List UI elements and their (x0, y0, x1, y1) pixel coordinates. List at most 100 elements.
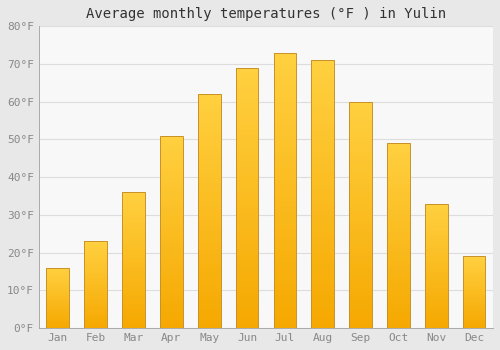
Bar (84, 259, 107, 260)
Bar (349, 301, 372, 306)
Bar (312, 130, 334, 135)
Bar (349, 324, 372, 328)
Bar (274, 141, 296, 146)
Bar (84, 266, 107, 267)
Bar (274, 240, 296, 246)
Bar (160, 274, 182, 278)
Bar (122, 307, 145, 309)
Bar (425, 301, 448, 303)
Bar (387, 269, 410, 273)
Bar (198, 220, 220, 225)
Bar (84, 292, 107, 293)
Bar (312, 205, 334, 210)
Bar (198, 113, 220, 118)
Bar (349, 296, 372, 301)
Bar (236, 292, 258, 297)
Bar (46, 291, 69, 292)
Bar (160, 194, 182, 197)
Bar (463, 327, 485, 328)
Bar (387, 306, 410, 310)
Bar (349, 165, 372, 170)
Bar (84, 321, 107, 323)
Bar (463, 292, 485, 294)
Bar (274, 323, 296, 328)
Bar (236, 318, 258, 323)
Bar (198, 164, 220, 169)
Bar (425, 306, 448, 308)
Bar (236, 260, 258, 266)
Bar (312, 285, 334, 291)
Bar (425, 231, 448, 233)
Bar (312, 98, 334, 103)
Bar (236, 287, 258, 292)
Bar (274, 246, 296, 251)
Bar (122, 320, 145, 323)
Bar (46, 288, 69, 289)
Bar (425, 261, 448, 264)
Bar (198, 178, 220, 183)
Bar (274, 146, 296, 152)
Bar (46, 273, 69, 274)
Bar (312, 178, 334, 183)
Bar (160, 228, 182, 232)
Bar (160, 263, 182, 267)
Bar (349, 265, 372, 269)
Bar (312, 275, 334, 280)
Bar (274, 284, 296, 289)
Bar (236, 208, 258, 214)
Bar (425, 273, 448, 276)
Bar (46, 268, 69, 328)
Bar (84, 255, 107, 257)
Bar (198, 127, 220, 132)
Bar (312, 60, 334, 328)
Bar (349, 269, 372, 274)
Bar (198, 258, 220, 263)
Bar (349, 161, 372, 165)
Bar (160, 282, 182, 286)
Bar (463, 261, 485, 262)
Bar (122, 214, 145, 217)
Bar (46, 300, 69, 302)
Bar (236, 120, 258, 125)
Bar (349, 152, 372, 156)
Bar (46, 302, 69, 303)
Bar (387, 169, 410, 173)
Bar (274, 295, 296, 301)
Bar (122, 287, 145, 290)
Bar (349, 116, 372, 120)
Bar (274, 202, 296, 207)
Bar (425, 256, 448, 258)
Bar (84, 325, 107, 327)
Bar (349, 183, 372, 188)
Bar (312, 317, 334, 323)
Bar (387, 188, 410, 191)
Bar (274, 108, 296, 113)
Bar (236, 214, 258, 219)
Bar (198, 211, 220, 216)
Bar (425, 321, 448, 323)
Bar (312, 87, 334, 92)
Bar (160, 324, 182, 328)
Bar (425, 204, 448, 328)
Bar (387, 173, 410, 176)
Bar (198, 188, 220, 193)
Bar (387, 287, 410, 291)
Bar (387, 243, 410, 247)
Bar (160, 197, 182, 201)
Bar (312, 114, 334, 119)
Bar (160, 255, 182, 259)
Bar (387, 258, 410, 261)
Bar (84, 241, 107, 328)
Bar (274, 64, 296, 69)
Bar (349, 315, 372, 319)
Bar (122, 293, 145, 296)
Bar (46, 303, 69, 304)
Bar (122, 279, 145, 282)
Bar (46, 326, 69, 327)
Bar (160, 174, 182, 178)
Bar (425, 239, 448, 241)
Bar (312, 301, 334, 307)
Bar (198, 169, 220, 174)
Bar (274, 102, 296, 108)
Bar (425, 224, 448, 226)
